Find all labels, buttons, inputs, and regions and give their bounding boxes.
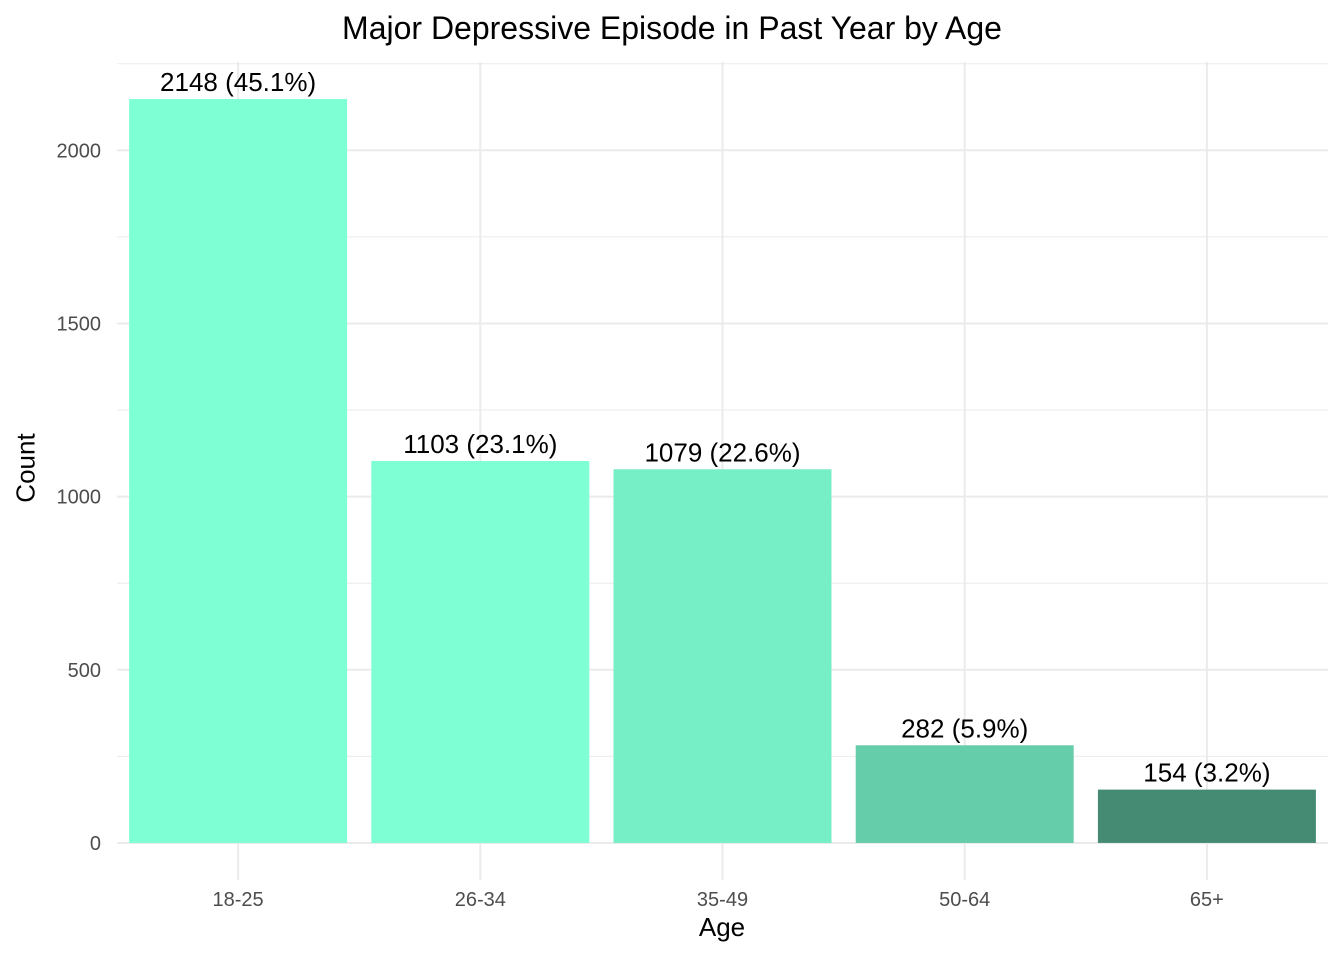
y-tick-label: 1500 bbox=[57, 313, 102, 335]
x-tick-label: 65+ bbox=[1190, 889, 1224, 911]
y-tick-label: 0 bbox=[90, 833, 101, 855]
y-tick-label: 1000 bbox=[57, 487, 102, 509]
data-labels: 2148 (45.1%) 1103 (23.1%) 1079 (22.6%) 282 … bbox=[160, 67, 1270, 788]
x-tick-label: 26-34 bbox=[455, 889, 506, 911]
chart-title: Major Depressive Episode in Past Year by… bbox=[342, 10, 1002, 46]
bar-18-25 bbox=[129, 99, 348, 843]
bar-26-34 bbox=[371, 460, 590, 843]
x-tick-label: 35-49 bbox=[697, 889, 748, 911]
axis-ticks: 0 500 1000 1500 2000 18-25 26-34 35-49 50-64 65+ bbox=[57, 140, 1224, 911]
data-label: 154 (3.2%) bbox=[1143, 758, 1270, 788]
y-tick-label: 2000 bbox=[57, 140, 102, 162]
y-tick-label: 500 bbox=[68, 660, 101, 682]
x-axis-label: Age bbox=[698, 912, 746, 942]
data-label: 1103 (23.1%) bbox=[403, 429, 557, 459]
bar-35-49 bbox=[613, 469, 832, 843]
x-tick-label: 50-64 bbox=[939, 889, 990, 911]
x-tick-label: 18-25 bbox=[213, 889, 264, 911]
bar-50-64 bbox=[855, 745, 1074, 843]
data-label: 2148 (45.1%) bbox=[160, 67, 316, 97]
data-label: 282 (5.9%) bbox=[901, 713, 1028, 743]
bar-65+ bbox=[1097, 789, 1316, 843]
data-label: 1079 (22.6%) bbox=[644, 437, 800, 467]
bars bbox=[129, 99, 1316, 843]
